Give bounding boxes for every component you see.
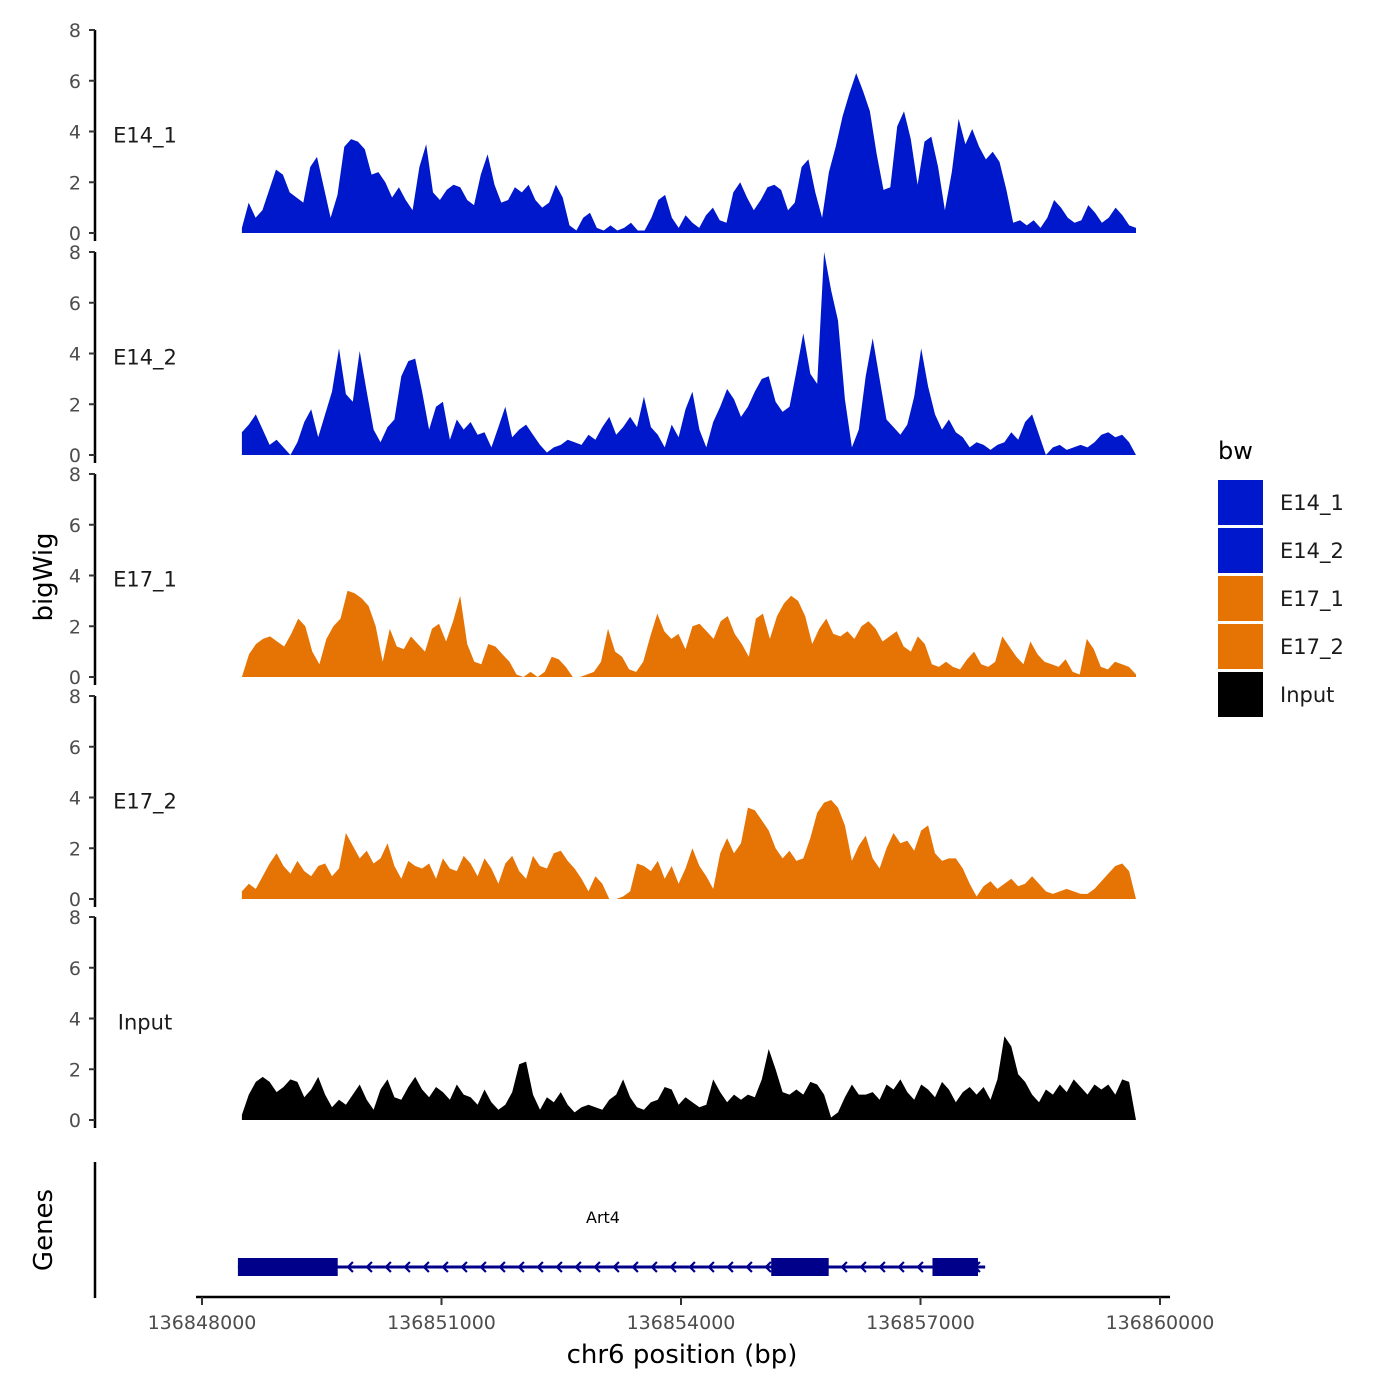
x-axis: 136848000 136851000 136854000 136857000 1368… [148,1295,1215,1334]
legend-label: E17_1 [1280,587,1344,612]
x-axis-title: chr6 position (bp) [567,1340,798,1370]
y-tick-label: 2 [69,172,81,194]
coverage-area-e14-2 [241,252,1136,455]
strand-arrow [897,1261,905,1273]
legend-swatch-e14-1 [1218,480,1263,525]
y-tick-label: 8 [69,907,81,929]
y-tick-label: 0 [69,445,81,467]
y-tick-label: 2 [69,1059,81,1081]
track-label: E14_2 [113,346,177,371]
y-tick-label: 8 [69,686,81,708]
track-label: Input [118,1011,172,1035]
legend-label: E14_1 [1280,491,1344,516]
legend-title: bw [1218,437,1253,465]
y-tick-label: 4 [69,1009,81,1031]
y-tick-label: 0 [69,1110,81,1132]
tracks-layer: 0 2 4 6 8 E14_1 0 2 4 6 8 E14_2 0 2 4 6 8 E17_1 0 2 4 6 8 E17_2… [69,20,1136,1132]
y-tick-label: 6 [69,737,81,759]
strand-arrow [555,1261,563,1273]
track-e17-1: 0 2 4 6 8 E17_1 [69,464,1136,689]
gene-name-label: Art4 [586,1208,620,1227]
y-tick-label: 0 [69,889,81,911]
strand-arrow [840,1261,848,1273]
y-tick-label: 6 [69,515,81,537]
strand-arrow [403,1261,411,1273]
strand-arrow [669,1261,677,1273]
strand-arrow [422,1261,430,1273]
genes-track-title: Genes [29,1189,59,1271]
strand-arrow [593,1261,601,1273]
legend: bw E14_1 E14_2 E17_1 E17_2 Input [1218,437,1344,717]
x-tick-label: 136851000 [387,1312,496,1334]
legend-swatch-input [1218,672,1263,717]
legend-label: Input [1280,683,1334,707]
strand-arrow [726,1261,734,1273]
strand-arrow [517,1261,525,1273]
coverage-area-input [241,1036,1136,1120]
track-e14-1: 0 2 4 6 8 E14_1 [69,20,1136,245]
strand-arrow [365,1261,373,1273]
strand-arrow [688,1261,696,1273]
legend-swatch-e14-2 [1218,528,1263,573]
x-tick-label: 136860000 [1106,1312,1215,1334]
y-tick-label: 2 [69,616,81,638]
track-label: E17_2 [113,790,177,815]
strand-arrow [631,1261,639,1273]
gene-exon [237,1258,338,1276]
strand-arrow [346,1261,354,1273]
track-label: E17_1 [113,568,177,593]
track-e17-2: 0 2 4 6 8 E17_2 [69,686,1136,911]
y-tick-label: 8 [69,242,81,264]
strand-arrow [916,1261,924,1273]
coverage-area-e14-1 [241,73,1136,233]
legend-label: E17_2 [1280,635,1344,660]
strand-arrow [536,1261,544,1273]
y-tick-label: 0 [69,223,81,245]
gene-track: Art4 [93,1162,986,1298]
strand-arrow [498,1261,506,1273]
y-tick-label: 0 [69,667,81,689]
y-tick-label: 4 [69,122,81,144]
legend-swatch-e17-2 [1218,624,1263,669]
track-input: 0 2 4 6 8 Input [69,907,1136,1132]
y-axis-title: bigWig [29,532,59,621]
gene-exon [932,1258,978,1276]
x-tick-label: 136857000 [866,1312,975,1334]
strand-arrow [384,1261,392,1273]
y-tick-label: 6 [69,958,81,980]
strand-arrow [764,1261,772,1273]
x-tick-label: 136854000 [627,1312,736,1334]
gene-exon [771,1258,829,1276]
strand-arrow [479,1261,487,1273]
strand-arrow [612,1261,620,1273]
y-tick-label: 4 [69,344,81,366]
legend-swatch-e17-1 [1218,576,1263,621]
strand-arrow [650,1261,658,1273]
strand-arrow [441,1261,449,1273]
strand-arrow [859,1261,867,1273]
strand-arrow [878,1261,886,1273]
strand-arrow [707,1261,715,1273]
y-tick-label: 6 [69,71,81,93]
strand-arrow [574,1261,582,1273]
strand-arrow [745,1261,753,1273]
y-tick-label: 6 [69,293,81,315]
coverage-area-e17-2 [241,800,1136,899]
y-tick-label: 8 [69,464,81,486]
y-tick-label: 2 [69,394,81,416]
y-tick-label: 4 [69,566,81,588]
legend-label: E14_2 [1280,539,1344,564]
track-label: E14_1 [113,124,177,149]
y-tick-label: 2 [69,838,81,860]
x-tick-label: 136848000 [148,1312,257,1334]
coverage-area-e17-1 [241,590,1136,677]
strand-arrow [460,1261,468,1273]
y-tick-label: 8 [69,20,81,42]
track-e14-2: 0 2 4 6 8 E14_2 [69,242,1136,467]
y-tick-label: 4 [69,788,81,810]
